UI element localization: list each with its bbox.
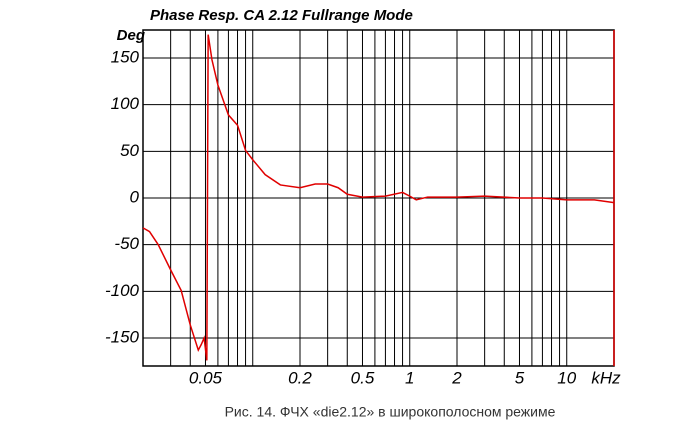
- x-tick-label: 5: [515, 368, 525, 387]
- x-tick-label: 10: [557, 368, 576, 387]
- x-axis-label: kHz: [591, 368, 621, 387]
- y-tick-label: -100: [105, 281, 140, 300]
- y-tick-label: 50: [120, 141, 139, 160]
- caption: Рис. 14. ФЧХ «die2.12» в широкополосном …: [225, 404, 556, 420]
- x-tick-label: 0.5: [351, 368, 375, 387]
- y-tick-label: -150: [105, 327, 140, 346]
- x-tick-label: 2: [451, 368, 462, 387]
- y-tick-label: 0: [130, 187, 140, 206]
- x-tick-label: 0.2: [288, 368, 312, 387]
- x-tick-label: 0.05: [189, 368, 223, 387]
- y-tick-label: 150: [111, 47, 140, 66]
- x-tick-label: 1: [405, 368, 414, 387]
- chart-title: Phase Resp. CA 2.12 Fullrange Mode: [150, 7, 413, 24]
- data-line: [142, 34, 615, 361]
- y-tick-label: -50: [114, 234, 139, 253]
- y-axis-label: Deg: [117, 27, 145, 44]
- y-tick-label: 100: [111, 94, 140, 113]
